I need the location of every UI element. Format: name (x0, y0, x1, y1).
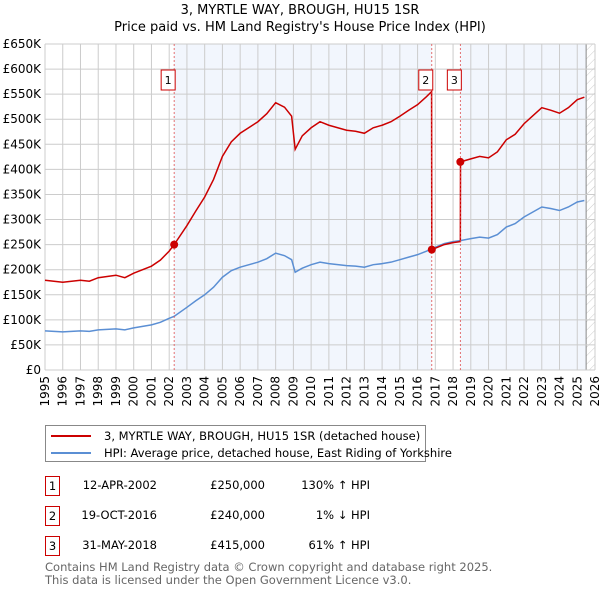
hatched-future-region (586, 44, 595, 370)
x-tick-label: 2018 (446, 376, 460, 407)
x-tick-label: 1996 (56, 376, 70, 407)
y-tick-label: £50K (10, 338, 42, 352)
sale-point (456, 157, 465, 166)
sale-hpi-change: 61% ↑ HPI (308, 538, 370, 552)
legend: 3, MYRTLE WAY, BROUGH, HU15 1SR (detache… (45, 425, 452, 462)
sale-hpi-change: 1% ↓ HPI (315, 508, 370, 522)
shaded-ownership-period (174, 44, 432, 370)
x-tick-label: 2015 (393, 376, 407, 407)
x-tick-label: 2012 (340, 376, 354, 407)
sale-label: 1 (165, 74, 172, 87)
x-tick-label: 2005 (215, 376, 229, 407)
y-tick-label: £600K (3, 62, 43, 76)
y-tick-label: £500K (3, 112, 43, 126)
x-tick-label: 2016 (411, 376, 425, 407)
sale-label-box (446, 69, 462, 91)
x-tick-label: 2026 (588, 376, 600, 407)
sale-number-badge: 2 (45, 506, 60, 526)
sale-hpi-change: 130% ↑ HPI (301, 478, 370, 492)
sale-price: £415,000 (210, 538, 265, 552)
x-tick-label: 2025 (570, 376, 584, 407)
shaded-ownership-period (460, 44, 587, 370)
x-tick-label: 2006 (233, 376, 247, 407)
property-price-line (44, 89, 585, 283)
x-tick-label: 2002 (162, 376, 176, 407)
x-tick-label: 2004 (198, 376, 212, 407)
sale-point (170, 240, 179, 249)
x-tick-label: 2010 (304, 376, 318, 407)
legend-item-property: 3, MYRTLE WAY, BROUGH, HU15 1SR (detache… (51, 428, 420, 444)
x-tick-label: 2003 (180, 376, 194, 407)
y-tick-label: £400K (3, 162, 43, 176)
x-tick-label: 2021 (499, 376, 513, 407)
y-tick-label: £250K (3, 238, 43, 252)
x-tick-label: 2024 (553, 376, 567, 407)
x-tick-label: 2020 (482, 376, 496, 407)
legend-swatch-blue (51, 452, 91, 454)
x-tick-label: 2023 (535, 376, 549, 407)
y-tick-label: £0 (26, 363, 41, 377)
sale-price: £250,000 (210, 478, 265, 492)
sale-label-box (160, 69, 176, 91)
x-tick-label: 2009 (286, 376, 300, 407)
legend-label: 3, MYRTLE WAY, BROUGH, HU15 1SR (detache… (104, 429, 421, 443)
x-tick-label: 2022 (517, 376, 531, 407)
x-tick-label: 2011 (322, 376, 336, 407)
legend-swatch-red (51, 435, 91, 437)
footer-line: This data is licensed under the Open Gov… (45, 573, 412, 587)
x-tick-label: 2013 (357, 376, 371, 407)
sale-date: 19-OCT-2016 (81, 508, 157, 522)
x-tick-label: 2008 (269, 376, 283, 407)
y-tick-label: £100K (3, 313, 43, 327)
y-tick-label: £650K (3, 37, 43, 51)
y-tick-label: £200K (3, 263, 43, 277)
sale-price: £240,000 (210, 508, 265, 522)
x-tick-label: 2000 (127, 376, 141, 407)
sale-point (427, 245, 436, 254)
x-tick-label: 1998 (91, 376, 105, 407)
x-tick-label: 1997 (73, 376, 87, 407)
chart-title: 3, MYRTLE WAY, BROUGH, HU15 1SR (180, 3, 420, 18)
chart-subtitle: Price paid vs. HM Land Registry's House … (114, 20, 486, 35)
footer-line: Contains HM Land Registry data © Crown c… (45, 560, 493, 574)
y-tick-label: £450K (3, 137, 43, 151)
x-tick-label: 1995 (38, 376, 52, 407)
legend-label: HPI: Average price, detached house, East… (104, 446, 452, 460)
x-tick-label: 1999 (109, 376, 123, 407)
sale-date: 31-MAY-2018 (82, 538, 157, 552)
x-tick-label: 2014 (375, 376, 389, 407)
hpi-line (44, 199, 585, 333)
x-tick-label: 2019 (464, 376, 478, 407)
sale-label: 3 (451, 74, 458, 87)
sale-label: 2 (422, 74, 429, 87)
x-tick-label: 2007 (251, 376, 265, 407)
y-tick-label: £550K (3, 87, 43, 101)
sale-date: 12-APR-2002 (82, 478, 157, 492)
footer: Contains HM Land Registry data © Crown c… (45, 561, 492, 587)
sale-number-badge: 3 (45, 536, 60, 556)
x-tick-label: 2001 (144, 376, 158, 407)
y-tick-label: £350K (3, 187, 43, 201)
sale-label-box (418, 69, 434, 91)
sale-number-badge: 1 (45, 476, 60, 496)
y-tick-label: £300K (3, 213, 43, 227)
legend-item-hpi: HPI: Average price, detached house, East… (51, 445, 452, 461)
x-tick-label: 2017 (428, 376, 442, 407)
y-tick-label: £150K (3, 288, 43, 302)
